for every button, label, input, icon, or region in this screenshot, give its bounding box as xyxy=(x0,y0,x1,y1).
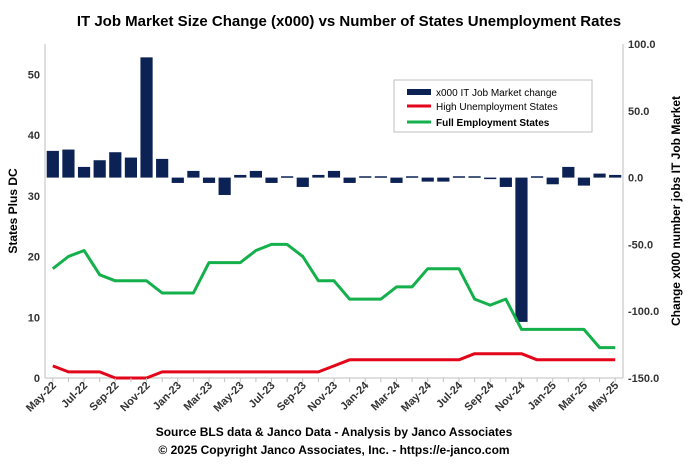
left-tick-label: 10 xyxy=(28,312,40,324)
right-tick-label: -150.0 xyxy=(628,373,659,385)
x-tick-label: May-22 xyxy=(24,380,59,415)
x-tick-labels: May-22 Jul-22Sep-22Nov-22Jan-23Mar-23May-… xyxy=(24,378,621,414)
x-tick-label: Mar-24 xyxy=(369,379,403,413)
bar xyxy=(265,177,278,183)
bar xyxy=(437,177,450,182)
x-tick-label: Nov-22 xyxy=(118,380,152,414)
bar xyxy=(187,170,200,178)
bar xyxy=(124,157,138,178)
bar xyxy=(562,166,575,178)
left-tick-label: 40 xyxy=(28,130,40,142)
x-tick-label: Jan-25 xyxy=(526,380,559,413)
legend-label-high: High Unemployment States xyxy=(436,102,558,113)
bar xyxy=(593,173,606,178)
legend: x000 IT Job Market change High Unemploym… xyxy=(393,79,593,133)
footer-copyright: © 2025 Copyright Janco Associates, Inc. … xyxy=(158,443,509,457)
chart-title: IT Job Market Size Change (x000) vs Numb… xyxy=(77,13,621,30)
bar xyxy=(109,152,122,178)
x-tick-label: Mar-23 xyxy=(182,380,216,414)
bar xyxy=(327,170,341,178)
right-tick-label: -50.0 xyxy=(628,239,653,251)
bar xyxy=(202,177,216,183)
bar xyxy=(499,177,512,187)
high-unemployment-line xyxy=(52,352,616,380)
bar xyxy=(234,174,247,178)
x-tick-label: Jan-23 xyxy=(151,380,184,413)
bar xyxy=(281,176,294,178)
bar xyxy=(140,57,153,178)
bar xyxy=(577,177,591,186)
y-axis-label: States Plus DC xyxy=(6,168,20,254)
bar xyxy=(312,174,325,178)
bar xyxy=(421,177,434,182)
bar xyxy=(218,177,231,195)
x-tick-label: Nov-23 xyxy=(306,380,340,414)
right-tick-label: 50.0 xyxy=(628,106,649,118)
bar xyxy=(359,176,372,178)
bar xyxy=(77,166,91,178)
bar xyxy=(484,177,497,180)
legend-label-full: Full Employment States xyxy=(436,118,550,129)
x-tick-label: Jan-24 xyxy=(338,379,372,413)
footer-source: Source BLS data & Janco Data - Analysis … xyxy=(156,425,513,439)
left-tick-label: 20 xyxy=(28,252,40,264)
legend-label-bars: x000 IT Job Market change xyxy=(436,88,557,99)
bar xyxy=(171,177,184,183)
x-tick-label: Jul-23 xyxy=(247,380,278,411)
bar xyxy=(468,176,481,178)
x-tick-label: Sep-24 xyxy=(462,379,497,414)
x-tick-label: Jul-22 xyxy=(59,380,90,411)
bar xyxy=(515,177,528,322)
left-tick-labels: 0 10 20 30 40 50 xyxy=(28,69,40,385)
left-tick-label: 50 xyxy=(28,69,40,81)
bar xyxy=(46,150,59,178)
x-tick-label: Sep-22 xyxy=(87,380,121,414)
bar xyxy=(452,176,466,178)
bar xyxy=(390,177,403,183)
x-tick-label: May-24 xyxy=(399,379,434,414)
x-tick-label: May-25 xyxy=(586,380,621,415)
bar xyxy=(156,158,169,178)
bar xyxy=(406,176,419,178)
full-employment-line xyxy=(51,242,616,350)
x-tick-label: Nov-24 xyxy=(493,379,528,414)
bar xyxy=(609,174,622,178)
bar xyxy=(249,170,262,178)
right-tick-label: 0.0 xyxy=(628,173,643,185)
bar xyxy=(296,177,309,187)
legend-swatch-bars xyxy=(407,89,431,95)
y2-axis-label: Change x000 number jobs IT Job Market xyxy=(669,96,683,326)
left-tick-label: 30 xyxy=(28,191,40,203)
right-tick-label: -100.0 xyxy=(628,306,659,318)
right-tick-label: 100.0 xyxy=(628,39,656,51)
bar xyxy=(530,176,544,178)
right-tick-labels: -150.0 -100.0 -50.0 0.0 50.0 100.0 xyxy=(628,39,659,385)
bar xyxy=(62,149,75,178)
bar-series xyxy=(46,57,622,322)
x-tick-label: May-23 xyxy=(212,380,247,415)
bar xyxy=(546,177,559,185)
bar xyxy=(374,176,387,178)
x-tick-label: Mar-25 xyxy=(557,380,591,414)
bar xyxy=(343,177,356,183)
x-tick-label: Sep-23 xyxy=(275,380,309,414)
line-series xyxy=(51,242,616,380)
x-tick-label: Jul-24 xyxy=(434,379,466,411)
bar xyxy=(93,160,106,178)
left-tick-label: 0 xyxy=(34,373,40,385)
